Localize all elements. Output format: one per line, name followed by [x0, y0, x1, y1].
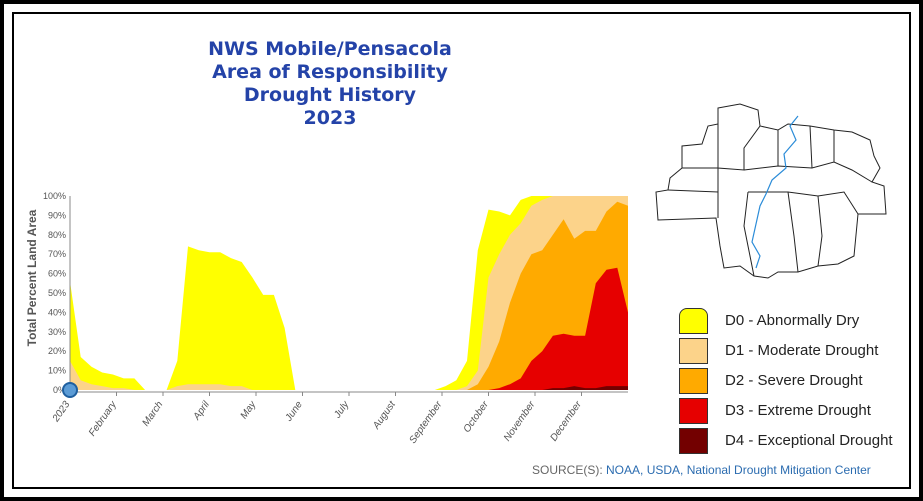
x-tick-label: February	[87, 399, 120, 439]
y-tick-label: 80%	[48, 230, 66, 240]
legend-swatch-d3	[679, 398, 708, 424]
y-tick-label: 100%	[43, 191, 66, 201]
title-line-2: Area of Responsibility	[212, 61, 448, 83]
x-tick-label: October	[462, 399, 492, 435]
x-tick-label: June	[283, 399, 305, 424]
y-tick-label: 0%	[53, 385, 66, 395]
inner-frame	[12, 12, 911, 489]
source-links[interactable]: NOAA, USDA, National Drought Mitigation …	[606, 463, 871, 477]
y-tick-label: 20%	[48, 346, 66, 356]
y-tick-labels: 0% 10% 20% 30% 40% 50% 60% 70% 80% 90% 100%	[43, 191, 66, 395]
area-series-d1	[70, 196, 628, 390]
legend-label-d4: D4 - Exceptional Drought	[725, 432, 893, 449]
timeline-marker[interactable]	[62, 382, 78, 398]
x-tick-label: August	[371, 398, 399, 432]
county-line	[787, 191, 799, 273]
x-tick-label: May	[239, 399, 259, 422]
y-axis-label: Total Percent Land Area	[25, 209, 39, 347]
y-tick-label: 10%	[48, 366, 66, 376]
county-line	[743, 191, 755, 277]
chart-title: NWS Mobile/Pensacola Area of Responsibil…	[160, 38, 500, 130]
legend-label-d0: D0 - Abnormally Dry	[725, 312, 860, 329]
county-line	[667, 167, 719, 193]
area-series-d4	[70, 386, 628, 390]
series-areas	[70, 196, 628, 390]
source-label: SOURCE(S):	[532, 463, 603, 477]
x-tick-label: 2023	[50, 399, 73, 425]
y-tick-label: 90%	[48, 210, 66, 220]
y-tick-label: 70%	[48, 249, 66, 259]
river-line	[751, 115, 799, 269]
x-tick-label: December	[548, 399, 584, 444]
legend-swatch-d1	[679, 338, 708, 364]
county-line	[817, 195, 823, 267]
legend-label-d3: D3 - Extreme Drought	[725, 402, 871, 419]
x-tick-label: March	[141, 399, 166, 428]
x-tick-label: November	[502, 399, 538, 444]
legend-label-d1: D1 - Moderate Drought	[725, 342, 879, 359]
county-line	[809, 125, 813, 169]
x-tick-labels: 2023 February March April May June July August S…	[50, 392, 584, 446]
legend-label-d2: D2 - Severe Drought	[725, 372, 863, 389]
x-tick-label: September	[407, 399, 444, 446]
source-line: SOURCE(S): NOAA, USDA, National Drought …	[532, 463, 871, 477]
title-line-4: 2023	[303, 107, 357, 129]
y-tick-label: 50%	[48, 288, 66, 298]
y-tick-label: 60%	[48, 269, 66, 279]
legend-swatch-d0	[679, 308, 708, 334]
x-tick-label: July	[332, 399, 352, 422]
y-tick-label: 40%	[48, 307, 66, 317]
legend-swatch-d2	[679, 368, 708, 394]
title-line-1: NWS Mobile/Pensacola	[208, 38, 452, 60]
area-series-d3	[70, 267, 628, 390]
area-map-icon	[655, 103, 887, 279]
legend-swatch-d4	[679, 428, 708, 454]
county-line	[743, 161, 873, 183]
title-line-3: Drought History	[243, 84, 417, 106]
x-tick-label: April	[191, 399, 213, 423]
y-tick-label: 30%	[48, 327, 66, 337]
